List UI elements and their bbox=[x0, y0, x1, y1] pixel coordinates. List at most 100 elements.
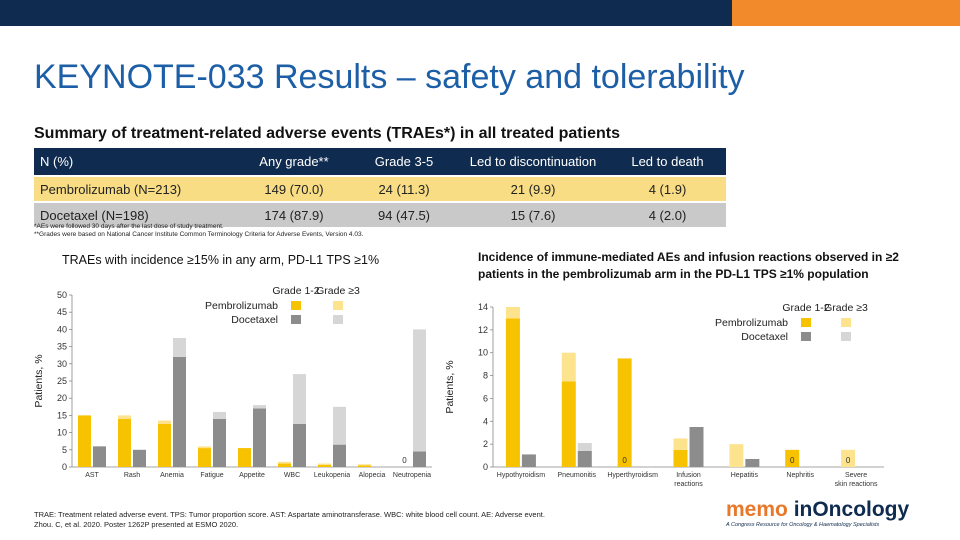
chart1-bar-docetaxel-g12 bbox=[213, 418, 226, 467]
chart2-y-tick-label: 8 bbox=[483, 371, 488, 381]
chart1-bar-docetaxel-g3 bbox=[333, 406, 346, 445]
chart1-bar-docetaxel-g3 bbox=[213, 411, 226, 419]
chart1-bar-pembro-g3 bbox=[278, 461, 291, 464]
slide-title: KEYNOTE-033 Results – safety and tolerab… bbox=[34, 58, 745, 96]
chart1-legend-swatch bbox=[291, 301, 301, 310]
chart1-y-tick-label: 45 bbox=[57, 307, 67, 317]
chart2-bar-pembro-g3 bbox=[561, 352, 576, 382]
chart1-bar-docetaxel-g12 bbox=[253, 408, 266, 467]
chart1-bar-pembro-g12 bbox=[198, 448, 211, 467]
chart1-legend-swatch bbox=[291, 315, 301, 324]
table-cell: Docetaxel (N=198) bbox=[34, 201, 237, 227]
chart2-zero-label: 0 bbox=[790, 456, 795, 465]
chart1-y-tick-label: 15 bbox=[57, 410, 67, 420]
chart1-category-label: WBC bbox=[284, 472, 300, 479]
chart2-bar-docetaxel-g12 bbox=[521, 454, 536, 467]
reference: Zhou. C, et al. 2020. Poster 1262P prese… bbox=[34, 520, 239, 529]
logo-part2: inOncology bbox=[793, 498, 910, 521]
chart1-bar-docetaxel-g12 bbox=[173, 356, 186, 467]
chart1-legend-row-label: Docetaxel bbox=[231, 314, 278, 326]
chart1-bar-docetaxel-g12 bbox=[333, 444, 346, 467]
chart1-bar-pembro-g12 bbox=[238, 448, 251, 467]
logo-wordmark: memo inOncology bbox=[726, 498, 909, 522]
chart2-legend-swatch bbox=[841, 332, 851, 341]
chart2-zero-label: 0 bbox=[846, 456, 851, 465]
chart2-legend-row-label: Docetaxel bbox=[741, 331, 788, 343]
chart2-legend-grade3: Grade ≥3 bbox=[824, 302, 868, 314]
chart1-bar-docetaxel-g3 bbox=[293, 374, 306, 424]
chart1-bar-pembro-g3 bbox=[318, 463, 331, 465]
logo-part1: memo bbox=[726, 498, 794, 521]
chart1-legend-swatch bbox=[333, 315, 343, 324]
chart1-bar-docetaxel-g3 bbox=[173, 338, 186, 357]
chart2-y-tick-label: 12 bbox=[478, 325, 488, 335]
table-cell: 174 (87.9) bbox=[237, 201, 351, 227]
chart2-bar-pembro-g3 bbox=[505, 307, 520, 319]
chart2-legend-grade12: Grade 1-2 bbox=[782, 302, 829, 314]
chart1-zero-label: 0 bbox=[402, 456, 407, 465]
chart1-y-label: Patients, % bbox=[33, 354, 45, 407]
chart1-y-tick-label: 50 bbox=[57, 290, 67, 300]
top-bar-navy bbox=[0, 0, 732, 26]
chart2-bar-pembro-g3 bbox=[729, 444, 744, 467]
chart2-title: Incidence of immune-mediated AEs and inf… bbox=[478, 250, 899, 281]
chart2-category-label: Hypothyroidism bbox=[497, 472, 545, 479]
chart2-bar-pembro-g3 bbox=[673, 438, 688, 450]
chart1-bar-pembro-g12 bbox=[318, 464, 331, 467]
chart2-bar-pembro-g12 bbox=[561, 381, 576, 467]
table-cell: 94 (47.5) bbox=[351, 201, 457, 227]
chart1-legend-grade12: Grade 1-2 bbox=[272, 285, 319, 297]
chart1-bar-pembro-g3 bbox=[198, 446, 211, 449]
memo-inoncology-logo: memo inOncology A Congress Resource for … bbox=[726, 498, 909, 528]
chart1-bar-docetaxel-g12 bbox=[413, 451, 426, 467]
chart2-legend-swatch bbox=[801, 332, 811, 341]
chart1-title: TRAEs with incidence ≥15% in any arm, PD… bbox=[62, 253, 380, 267]
chart2-bar-pembro-g12 bbox=[673, 449, 688, 467]
chart2-y-tick-label: 6 bbox=[483, 393, 488, 403]
summary-table: N (%) Any grade** Grade 3-5 Led to disco… bbox=[34, 148, 726, 227]
chart1-y-tick-label: 20 bbox=[57, 393, 67, 403]
table-cell: 4 (1.9) bbox=[609, 175, 726, 202]
chart2-category-label: reactions bbox=[674, 481, 703, 488]
slide-subtitle: Summary of treatment-related adverse eve… bbox=[34, 125, 620, 142]
footnote-2: **Grades were based on National Cancer I… bbox=[34, 231, 364, 238]
chart1-category-label: Appetite bbox=[239, 472, 265, 479]
chart1-y-tick-label: 40 bbox=[57, 324, 67, 334]
chart1-legend-row-label: Pembrolizumab bbox=[205, 300, 278, 312]
chart2-category-label: Nephritis bbox=[786, 472, 814, 479]
table-cell: Pembrolizumab (N=213) bbox=[34, 175, 237, 202]
chart1-category-label: AST bbox=[85, 472, 99, 479]
chart1-y-tick-label: 35 bbox=[57, 342, 67, 352]
chart1-category-label: Alopecia bbox=[359, 472, 386, 479]
chart2-category-label: Infusion bbox=[676, 472, 701, 479]
chart2-category-label: Pneumonitis bbox=[558, 472, 597, 479]
header-cell: Any grade** bbox=[237, 148, 351, 176]
chart2-y-tick-label: 10 bbox=[478, 348, 488, 358]
chart1-bar-pembro-g12 bbox=[158, 424, 171, 467]
bottom-footnote: TRAE: Treatment related adverse event. T… bbox=[34, 510, 545, 530]
chart1-bar-docetaxel-g3 bbox=[413, 329, 426, 452]
table-cell: 149 (70.0) bbox=[237, 175, 351, 202]
chart2-category-label: Hepatitis bbox=[731, 472, 759, 479]
footnote-1: *AEs were followed 30 days after the las… bbox=[34, 223, 224, 230]
table-row: Docetaxel (N=198) 174 (87.9) 94 (47.5) 1… bbox=[34, 201, 726, 227]
chart2-y-tick-label: 2 bbox=[483, 439, 488, 449]
summary-table-header: N (%) Any grade** Grade 3-5 Led to disco… bbox=[34, 148, 726, 176]
chart1-bar-docetaxel-g12 bbox=[133, 449, 146, 467]
chart2-zero-label: 0 bbox=[622, 456, 627, 465]
chart2-category-label: Severe bbox=[845, 472, 867, 479]
table-cell: 21 (9.9) bbox=[457, 175, 609, 202]
table-row: Pembrolizumab (N=213) 149 (70.0) 24 (11.… bbox=[34, 175, 726, 202]
chart2-bar-docetaxel-g12 bbox=[689, 427, 704, 467]
chart1-legend-grade3: Grade ≥3 bbox=[316, 285, 360, 297]
chart1-category-label: Leukopenia bbox=[314, 472, 350, 479]
chart1-category-label: Anemia bbox=[160, 472, 184, 479]
chart1-bar-docetaxel-g12 bbox=[293, 424, 306, 467]
header-cell: N (%) bbox=[34, 148, 237, 176]
chart2-category-label: Hyperthyroidism bbox=[607, 472, 658, 479]
header-cell: Grade 3-5 bbox=[351, 148, 457, 176]
chart2-legend-swatch bbox=[801, 318, 811, 327]
chart1-bar-pembro-g3 bbox=[158, 420, 171, 424]
chart1-bar-pembro-g12 bbox=[78, 415, 91, 467]
